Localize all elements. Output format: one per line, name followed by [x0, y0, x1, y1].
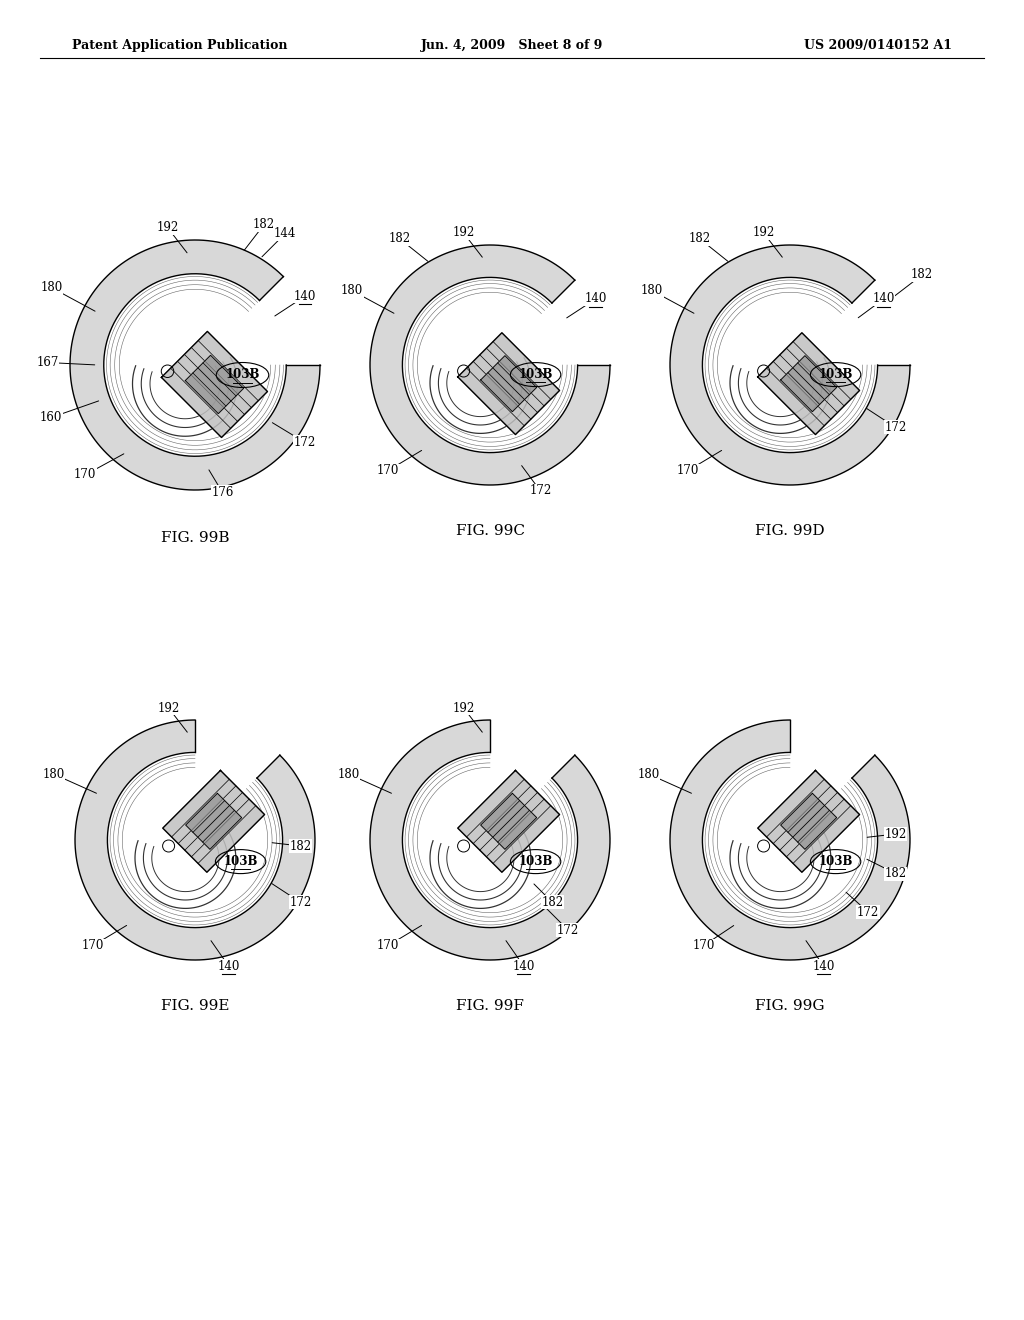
Text: 172: 172 — [290, 896, 311, 909]
Polygon shape — [670, 719, 910, 960]
Text: 140: 140 — [872, 293, 895, 305]
Text: 160: 160 — [40, 411, 62, 424]
Text: 170: 170 — [377, 465, 399, 477]
Text: 140: 140 — [217, 960, 240, 973]
Text: 192: 192 — [157, 220, 178, 234]
Text: 170: 170 — [677, 465, 699, 477]
Polygon shape — [758, 333, 859, 434]
Text: FIG. 99F: FIG. 99F — [456, 999, 524, 1012]
Polygon shape — [458, 333, 559, 434]
Text: 172: 172 — [885, 421, 906, 434]
Polygon shape — [758, 771, 859, 873]
Text: 103B: 103B — [818, 368, 853, 381]
Text: 172: 172 — [529, 484, 552, 498]
Text: 140: 140 — [512, 960, 535, 973]
Polygon shape — [163, 771, 264, 873]
Polygon shape — [70, 240, 319, 490]
Text: 192: 192 — [453, 701, 475, 714]
Polygon shape — [185, 793, 242, 849]
Text: 103B: 103B — [225, 368, 260, 381]
Polygon shape — [458, 771, 559, 873]
Text: 170: 170 — [692, 939, 715, 952]
Text: 182: 182 — [911, 268, 933, 281]
Text: 170: 170 — [82, 939, 104, 952]
Text: 182: 182 — [290, 840, 311, 853]
Text: 103B: 103B — [818, 855, 853, 869]
Polygon shape — [670, 246, 910, 484]
Text: 144: 144 — [273, 227, 296, 240]
Text: 192: 192 — [753, 227, 775, 239]
Polygon shape — [162, 331, 267, 437]
Text: 140: 140 — [585, 293, 607, 305]
Text: 180: 180 — [40, 281, 62, 294]
Polygon shape — [780, 793, 837, 849]
Text: 172: 172 — [857, 906, 880, 919]
Polygon shape — [480, 793, 537, 849]
Text: FIG. 99B: FIG. 99B — [161, 531, 229, 544]
Polygon shape — [75, 719, 315, 960]
Text: 182: 182 — [689, 232, 711, 246]
Text: Patent Application Publication: Patent Application Publication — [72, 40, 288, 53]
Text: 180: 180 — [341, 284, 364, 297]
Polygon shape — [370, 246, 610, 484]
Text: 182: 182 — [885, 867, 906, 880]
Text: 192: 192 — [885, 828, 906, 841]
Text: 182: 182 — [253, 219, 274, 231]
Text: 140: 140 — [294, 290, 316, 302]
Text: 103B: 103B — [223, 855, 258, 869]
Text: 103B: 103B — [518, 855, 553, 869]
Text: 180: 180 — [42, 767, 65, 780]
Text: 172: 172 — [557, 924, 580, 936]
Text: 167: 167 — [36, 356, 58, 370]
Text: 103B: 103B — [518, 368, 553, 381]
Text: 192: 192 — [453, 227, 475, 239]
Polygon shape — [480, 355, 537, 412]
Text: US 2009/0140152 A1: US 2009/0140152 A1 — [804, 40, 952, 53]
Polygon shape — [780, 355, 837, 412]
Text: 180: 180 — [337, 767, 359, 780]
Text: 176: 176 — [211, 486, 233, 499]
Text: 182: 182 — [542, 896, 563, 909]
Text: 170: 170 — [74, 469, 96, 482]
Text: 140: 140 — [812, 960, 835, 973]
Text: 170: 170 — [377, 939, 399, 952]
Text: FIG. 99C: FIG. 99C — [456, 524, 524, 537]
Text: 182: 182 — [389, 232, 411, 246]
Polygon shape — [370, 719, 610, 960]
Text: Jun. 4, 2009   Sheet 8 of 9: Jun. 4, 2009 Sheet 8 of 9 — [421, 40, 603, 53]
Text: 192: 192 — [158, 701, 180, 714]
Polygon shape — [185, 355, 244, 413]
Text: 180: 180 — [637, 767, 659, 780]
Text: 180: 180 — [641, 284, 664, 297]
Text: FIG. 99E: FIG. 99E — [161, 999, 229, 1012]
Text: FIG. 99G: FIG. 99G — [755, 999, 824, 1012]
Text: FIG. 99D: FIG. 99D — [755, 524, 824, 537]
Text: 172: 172 — [294, 436, 316, 449]
